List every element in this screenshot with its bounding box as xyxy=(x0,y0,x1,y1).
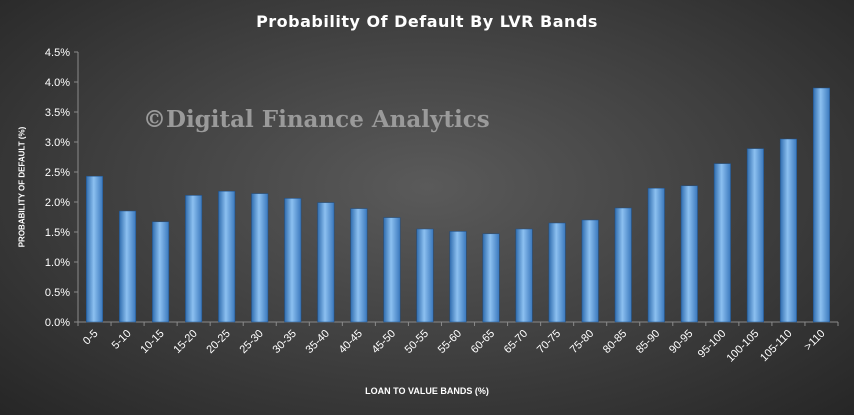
x-tick-label: 10-15 xyxy=(138,328,166,356)
y-tick-label: 2.5% xyxy=(45,167,70,179)
x-tick-label: 105-110 xyxy=(758,328,794,364)
bar xyxy=(548,222,566,323)
y-tick-label: 4.5% xyxy=(45,47,70,59)
bar xyxy=(647,187,665,323)
bar xyxy=(713,163,731,323)
x-tick-label: 55-60 xyxy=(436,328,464,356)
bar xyxy=(251,193,269,323)
bar xyxy=(515,228,533,323)
y-tick-label: 0.5% xyxy=(45,287,70,299)
bar xyxy=(317,202,335,323)
bar xyxy=(680,185,698,323)
bar xyxy=(152,221,170,323)
y-tick-label: 4.0% xyxy=(45,77,70,89)
x-tick-label: 65-70 xyxy=(502,328,530,356)
x-tick-label: 90-95 xyxy=(667,328,695,356)
x-tick-label: 50-55 xyxy=(403,328,431,356)
bar xyxy=(581,219,599,323)
bar xyxy=(812,87,830,323)
bar xyxy=(350,208,368,323)
x-tick-label: 0-5 xyxy=(81,328,101,348)
bar xyxy=(218,190,236,323)
bar xyxy=(185,195,203,323)
bar xyxy=(449,231,467,323)
x-tick-label: 70-75 xyxy=(535,328,563,356)
x-tick-label: 25-30 xyxy=(237,328,265,356)
bar xyxy=(416,228,434,323)
x-tick-label: 80-85 xyxy=(601,328,629,356)
x-tick-label: 30-35 xyxy=(271,328,299,356)
y-tick-label: 3.5% xyxy=(45,107,70,119)
x-tick-label: 100-105 xyxy=(724,328,761,365)
x-tick-label: 40-45 xyxy=(337,328,365,356)
x-tick-label: 15-20 xyxy=(171,328,199,356)
y-tick-label: 2.0% xyxy=(45,197,70,209)
x-axis-label: LOAN TO VALUE BANDS (%) xyxy=(365,386,489,396)
y-tick-label: 0.0% xyxy=(45,317,70,329)
bar xyxy=(284,198,302,323)
y-tick-label: 1.0% xyxy=(45,257,70,269)
y-tick-label: 3.0% xyxy=(45,137,70,149)
chart-title: Probability Of Default By LVR Bands xyxy=(256,12,598,31)
x-tick-label: 20-25 xyxy=(204,328,232,356)
x-tick-label: 35-40 xyxy=(304,328,332,356)
x-tick-label: 75-80 xyxy=(568,328,596,356)
x-tick-label: 95-100 xyxy=(696,328,729,361)
bar xyxy=(86,175,104,323)
bar xyxy=(614,207,632,323)
x-tick-label: 85-90 xyxy=(634,328,662,356)
bar xyxy=(119,210,137,323)
bar xyxy=(383,217,401,323)
x-tick-label: 45-50 xyxy=(370,328,398,356)
x-tick-label: 60-65 xyxy=(469,328,497,356)
y-tick-label: 1.5% xyxy=(45,227,70,239)
x-tick-label: >110 xyxy=(802,328,827,353)
watermark-text: ©Digital Finance Analytics xyxy=(143,106,490,133)
bars-group xyxy=(86,87,830,323)
bar xyxy=(482,233,500,323)
x-tick-label: 5-10 xyxy=(110,328,134,352)
bar xyxy=(746,148,764,323)
bar xyxy=(779,138,797,323)
